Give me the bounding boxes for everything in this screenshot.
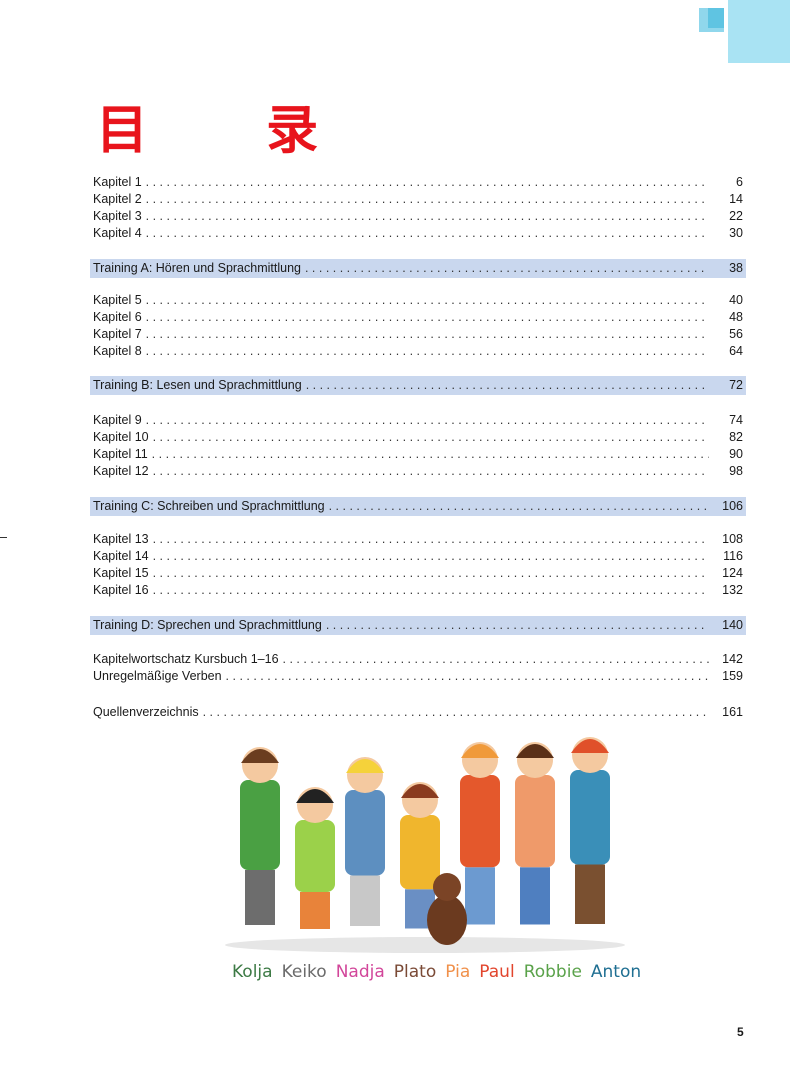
toc-entry[interactable]: Kapitel 1082 (90, 429, 746, 446)
figure-legs (465, 867, 495, 925)
figure-legs (245, 870, 275, 925)
figure-body (345, 790, 385, 876)
figure-body (460, 775, 500, 868)
figure-hair (461, 744, 499, 758)
figure-legs (300, 892, 330, 929)
toc-entry[interactable]: Kapitel 974 (90, 412, 746, 429)
toc-group: Kapitel 13108Kapitel 14116Kapitel 15124K… (90, 531, 746, 599)
toc-training-c[interactable]: Training C: Schreiben und Sprachmittlung… (90, 497, 746, 516)
corner-decoration (743, 0, 790, 50)
character-name: Plato (393, 962, 437, 982)
character-name: Nadja (335, 962, 385, 982)
figure-hair (516, 744, 554, 758)
characters-illustration (225, 737, 625, 953)
toc-entry[interactable]: Kapitel 864 (90, 343, 746, 360)
toc-training-d[interactable]: Training D: Sprechen und Sprachmittlung1… (90, 616, 746, 635)
toc-training-b[interactable]: Training B: Lesen und Sprachmittlung72 (90, 376, 746, 395)
toc-sources[interactable]: Quellenverzeichnis161 (90, 704, 746, 721)
character-name: Robbie (523, 962, 582, 982)
corner-decoration (708, 8, 724, 28)
figure-hair (241, 749, 279, 763)
dog-head (433, 873, 461, 901)
character-names: Kolja Keiko Nadja Plato Pia Paul Robbie Anton (232, 962, 641, 982)
toc-training-a[interactable]: Training A: Hören und Sprachmittlung38 (90, 259, 746, 278)
toc-group: Training B: Lesen und Sprachmittlung72 (90, 376, 746, 395)
toc-group: Kapitelwortschatz Kursbuch 1–16142Unrege… (90, 651, 746, 685)
toc-entry[interactable]: Kapitel 214 (90, 191, 746, 208)
toc-group: Quellenverzeichnis161 (90, 704, 746, 721)
figure-body (400, 815, 440, 890)
figure-hair (346, 759, 384, 773)
toc-entry[interactable]: Kapitel 13108 (90, 531, 746, 548)
toc-group: Training A: Hören und Sprachmittlung38 (90, 259, 746, 278)
toc-entry[interactable]: Kapitel 756 (90, 326, 746, 343)
figure-legs (575, 864, 605, 924)
toc-entry[interactable]: Kapitel 430 (90, 225, 746, 242)
dog-plato (427, 895, 467, 945)
character-name: Paul (479, 962, 515, 982)
margin-mark (0, 537, 7, 538)
figure-body (515, 775, 555, 868)
page-title: 目 录 (96, 101, 369, 161)
figure-legs (350, 875, 380, 926)
figure-hair (571, 739, 609, 753)
figure-legs (520, 867, 550, 925)
figure-body (240, 780, 280, 870)
toc-entry[interactable]: Kapitel 1298 (90, 463, 746, 480)
toc-entry[interactable]: Kapitel 648 (90, 309, 746, 326)
figure-body (295, 820, 335, 892)
toc-entry[interactable]: Kapitelwortschatz Kursbuch 1–16142 (90, 651, 746, 668)
toc-entry[interactable]: Unregelmäßige Verben159 (90, 668, 746, 685)
toc-group: Training D: Sprechen und Sprachmittlung1… (90, 616, 746, 635)
figure-body (570, 770, 610, 865)
page-number: 5 (737, 1025, 744, 1039)
toc-entry[interactable]: Kapitel 16 (90, 174, 746, 191)
character-name: Anton (590, 962, 642, 982)
toc-group: Kapitel 540Kapitel 648Kapitel 756Kapitel… (90, 292, 746, 360)
figure-hair (401, 784, 439, 798)
figure-hair (296, 789, 334, 803)
toc-entry[interactable]: Kapitel 15124 (90, 565, 746, 582)
toc-entry[interactable]: Kapitel 1190 (90, 446, 746, 463)
toc-entry[interactable]: Kapitel 322 (90, 208, 746, 225)
toc-entry[interactable]: Kapitel 16132 (90, 582, 746, 599)
toc-entry[interactable]: Kapitel 14116 (90, 548, 746, 565)
toc-group: Training C: Schreiben und Sprachmittlung… (90, 497, 746, 516)
toc-entry[interactable]: Kapitel 540 (90, 292, 746, 309)
character-name: Kolja (232, 962, 273, 982)
character-name: Keiko (281, 962, 327, 982)
character-name: Pia (445, 962, 471, 982)
toc-group: Kapitel 974Kapitel 1082Kapitel 1190Kapit… (90, 412, 746, 480)
